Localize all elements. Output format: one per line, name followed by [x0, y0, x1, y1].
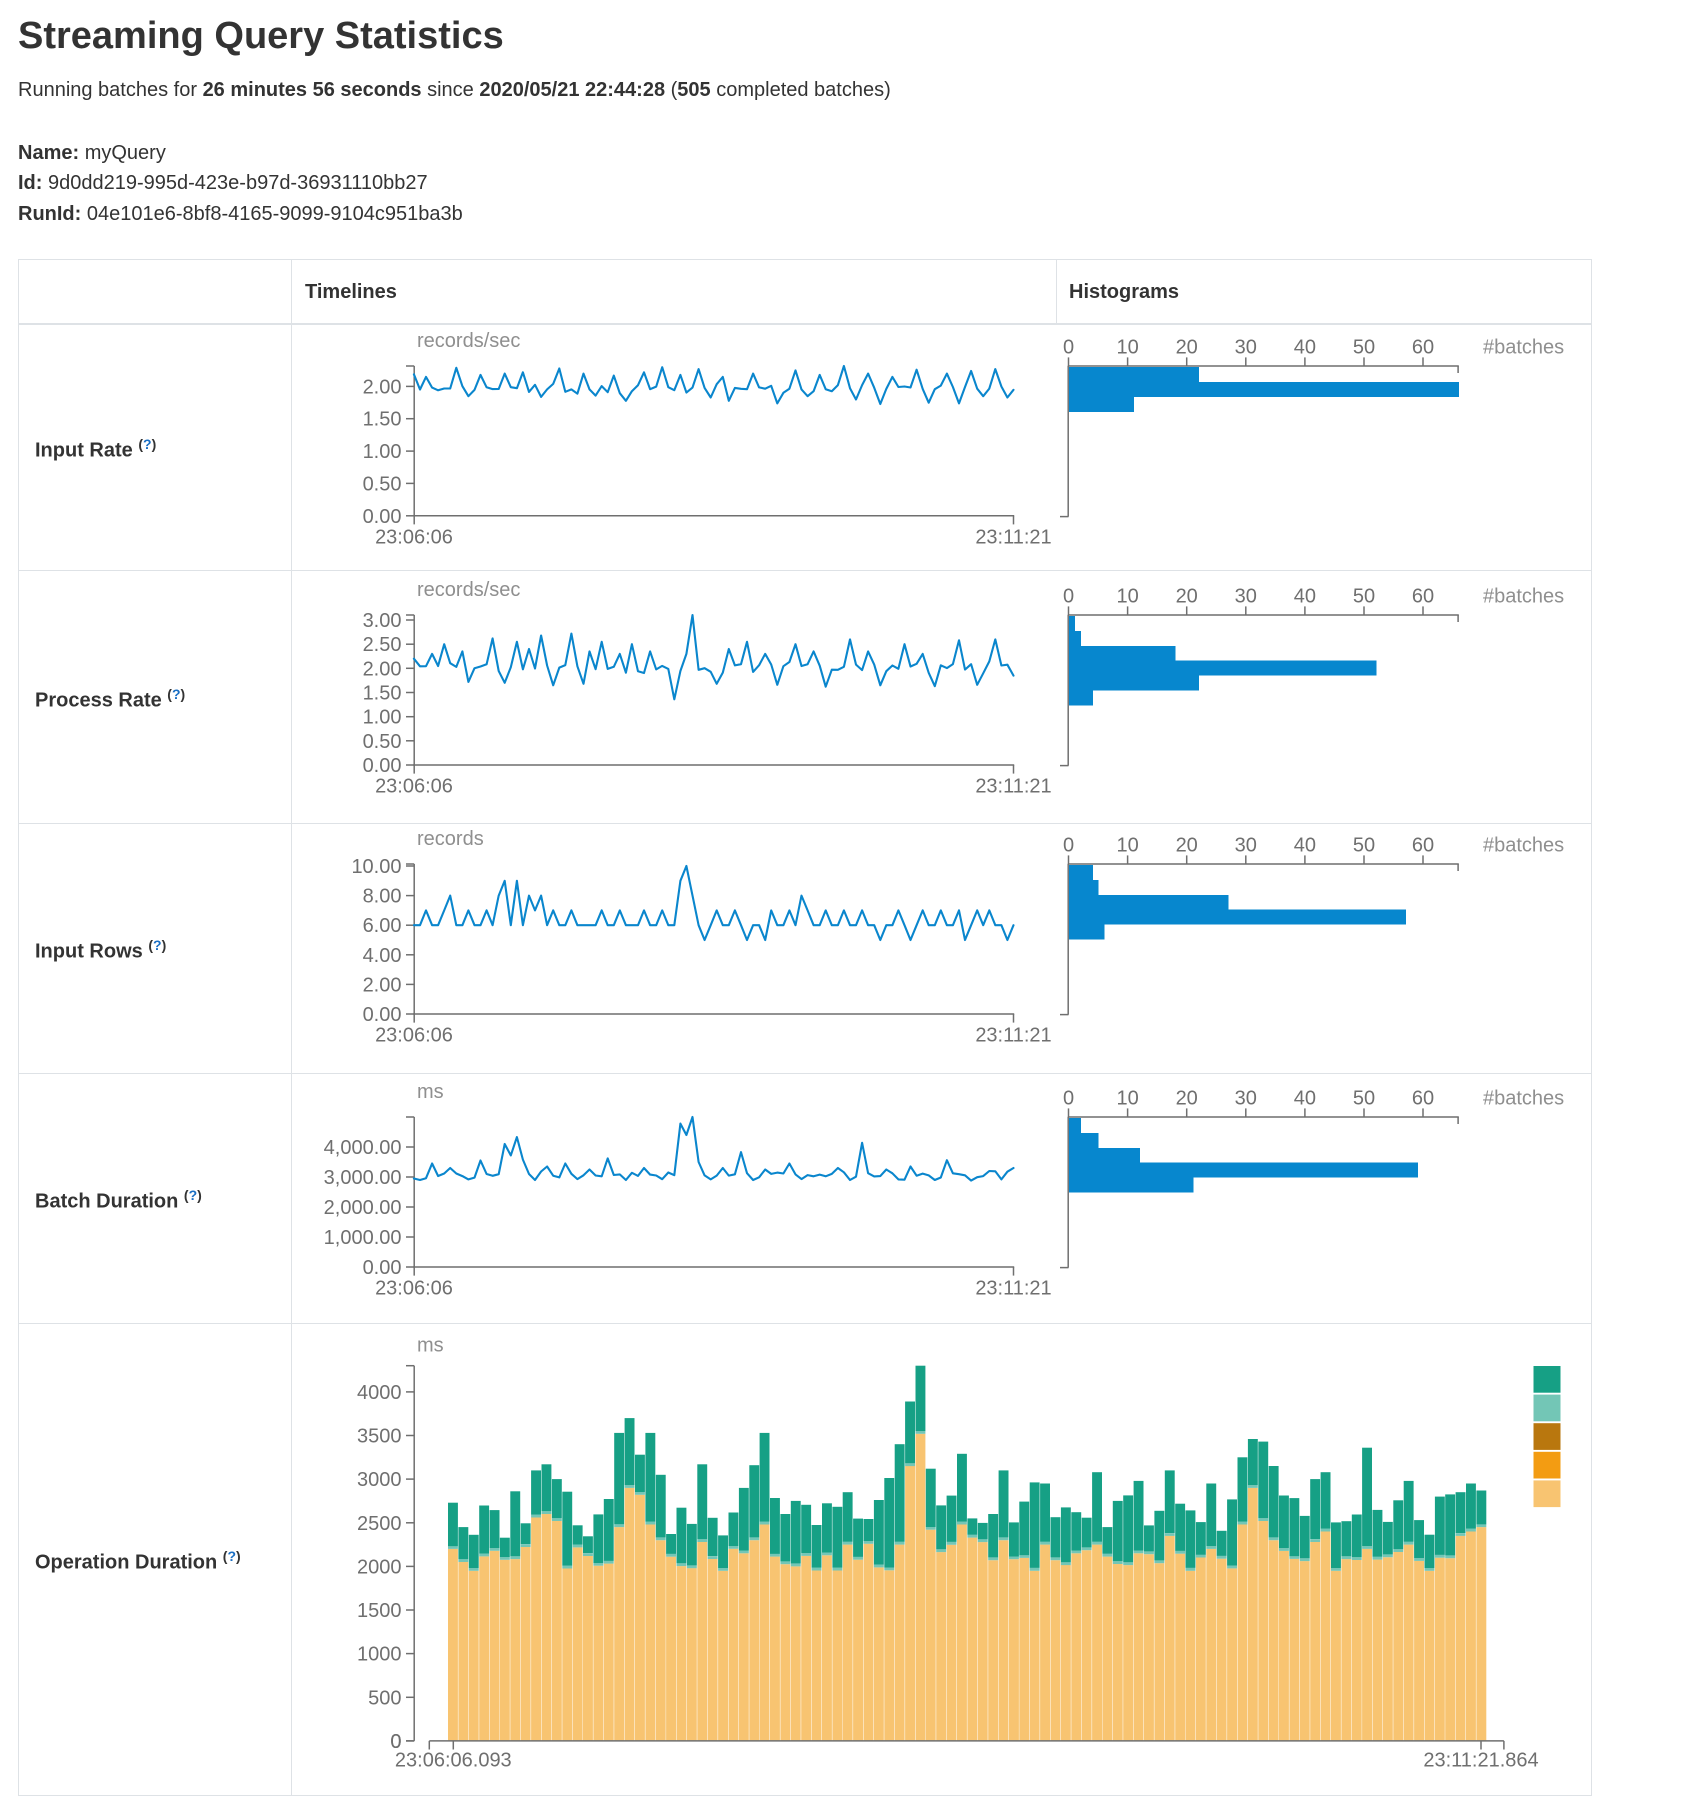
svg-text:2.00: 2.00 [363, 658, 402, 680]
svg-text:0.00: 0.00 [363, 755, 402, 777]
svg-text:1.50: 1.50 [363, 683, 402, 705]
svg-text:#batches: #batches [1483, 1088, 1564, 1110]
svg-text:50: 50 [1353, 586, 1375, 608]
svg-text:records/sec: records/sec [417, 579, 520, 601]
svg-text:0: 0 [390, 1731, 401, 1753]
svg-text:50: 50 [1353, 1088, 1375, 1110]
svg-text:3000: 3000 [357, 1469, 402, 1491]
svg-text:23:06:06: 23:06:06 [375, 776, 453, 798]
svg-text:0: 0 [1063, 835, 1074, 857]
svg-text:23:11:21: 23:11:21 [975, 776, 1051, 798]
svg-text:0: 0 [1063, 337, 1074, 359]
svg-text:0: 0 [390, 1731, 401, 1753]
svg-text:23:06:06: 23:06:06 [375, 526, 453, 548]
svg-text:23:11:21: 23:11:21 [975, 526, 1051, 548]
svg-text:10: 10 [1116, 586, 1138, 608]
svg-text:20: 20 [1176, 337, 1198, 359]
svg-text:60: 60 [1412, 1088, 1434, 1110]
svg-text:records: records [417, 828, 484, 850]
svg-text:records/sec: records/sec [417, 330, 520, 352]
svg-text:40: 40 [1294, 1088, 1316, 1110]
svg-text:8.00: 8.00 [363, 886, 402, 908]
svg-text:2.00: 2.00 [363, 974, 402, 996]
svg-text:50: 50 [1353, 337, 1375, 359]
svg-text:30: 30 [1235, 337, 1257, 359]
svg-text:0.00: 0.00 [363, 506, 402, 528]
svg-text:30: 30 [1235, 586, 1257, 608]
svg-text:2500: 2500 [357, 1513, 402, 1535]
svg-text:1.00: 1.00 [363, 441, 402, 463]
svg-text:ms: ms [417, 1081, 444, 1103]
svg-text:30: 30 [1235, 835, 1257, 857]
svg-text:60: 60 [1412, 337, 1434, 359]
svg-text:10.00: 10.00 [351, 856, 401, 878]
svg-text:23:06:06.093: 23:06:06.093 [395, 1749, 512, 1771]
svg-text:60: 60 [1412, 586, 1434, 608]
svg-text:23:11:21: 23:11:21 [975, 1278, 1051, 1300]
svg-text:30: 30 [1235, 1088, 1257, 1110]
svg-text:50: 50 [1353, 835, 1375, 857]
svg-text:20: 20 [1176, 586, 1198, 608]
svg-text:ms: ms [417, 1335, 444, 1357]
svg-text:1.00: 1.00 [363, 707, 402, 729]
svg-text:4.00: 4.00 [363, 945, 402, 967]
svg-text:40: 40 [1294, 835, 1316, 857]
svg-text:20: 20 [1176, 835, 1198, 857]
svg-text:1.50: 1.50 [363, 409, 402, 431]
svg-text:40: 40 [1294, 586, 1316, 608]
svg-text:0.00: 0.00 [363, 1257, 402, 1279]
svg-text:1,000.00: 1,000.00 [324, 1227, 402, 1249]
svg-text:0.50: 0.50 [363, 473, 402, 495]
svg-text:0: 0 [1063, 586, 1074, 608]
svg-text:#batches: #batches [1483, 586, 1564, 608]
svg-text:0: 0 [1063, 1088, 1074, 1110]
svg-text:23:06:06: 23:06:06 [375, 1278, 453, 1300]
svg-text:10: 10 [1116, 1088, 1138, 1110]
svg-text:1000: 1000 [357, 1644, 402, 1666]
svg-text:3.00: 3.00 [363, 610, 402, 632]
svg-text:2000: 2000 [357, 1556, 402, 1578]
svg-text:2.00: 2.00 [363, 376, 402, 398]
svg-text:20: 20 [1176, 1088, 1198, 1110]
svg-text:500: 500 [368, 1687, 401, 1709]
svg-text:10: 10 [1116, 337, 1138, 359]
svg-text:#batches: #batches [1483, 337, 1564, 359]
svg-text:10: 10 [1116, 835, 1138, 857]
svg-text:60: 60 [1412, 835, 1434, 857]
svg-text:2,000.00: 2,000.00 [324, 1197, 402, 1219]
svg-text:4,000.00: 4,000.00 [324, 1137, 402, 1159]
svg-text:3500: 3500 [357, 1426, 402, 1448]
svg-text:2.50: 2.50 [363, 634, 402, 656]
svg-text:#batches: #batches [1483, 835, 1564, 857]
svg-text:3,000.00: 3,000.00 [324, 1167, 402, 1189]
svg-text:6.00: 6.00 [363, 915, 402, 937]
svg-text:1500: 1500 [357, 1600, 402, 1622]
svg-text:23:06:06: 23:06:06 [375, 1025, 453, 1047]
svg-text:23:11:21: 23:11:21 [975, 1025, 1051, 1047]
svg-text:4000: 4000 [357, 1382, 402, 1404]
svg-text:0.00: 0.00 [363, 1004, 402, 1026]
svg-text:23:11:21.864: 23:11:21.864 [1423, 1749, 1538, 1771]
svg-text:0.50: 0.50 [363, 731, 402, 753]
svg-text:40: 40 [1294, 337, 1316, 359]
